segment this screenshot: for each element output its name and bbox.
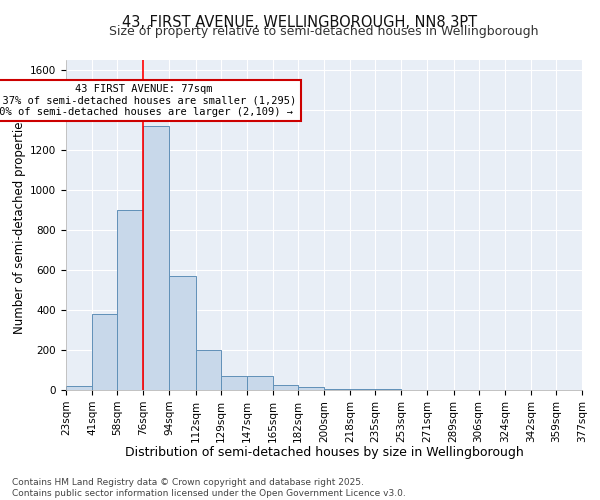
Bar: [92, 314, 117, 390]
Bar: [66, 386, 92, 390]
Bar: [169, 276, 196, 390]
Bar: [298, 387, 324, 390]
Text: Contains HM Land Registry data © Crown copyright and database right 2025.
Contai: Contains HM Land Registry data © Crown c…: [12, 478, 406, 498]
Text: 43, FIRST AVENUE, WELLINGBOROUGH, NN8 3PT: 43, FIRST AVENUE, WELLINGBOROUGH, NN8 3P…: [122, 15, 478, 30]
Bar: [324, 389, 350, 390]
Bar: [143, 126, 169, 390]
Bar: [375, 389, 401, 390]
Bar: [117, 210, 143, 390]
Bar: [350, 389, 375, 390]
Text: 43 FIRST AVENUE: 77sqm
← 37% of semi-detached houses are smaller (1,295)
60% of : 43 FIRST AVENUE: 77sqm ← 37% of semi-det…: [0, 84, 296, 117]
Y-axis label: Number of semi-detached properties: Number of semi-detached properties: [13, 116, 26, 334]
Bar: [221, 376, 247, 390]
Bar: [247, 376, 273, 390]
X-axis label: Distribution of semi-detached houses by size in Wellingborough: Distribution of semi-detached houses by …: [125, 446, 523, 459]
Bar: [196, 350, 221, 390]
Title: Size of property relative to semi-detached houses in Wellingborough: Size of property relative to semi-detach…: [109, 25, 539, 38]
Bar: [273, 385, 298, 390]
